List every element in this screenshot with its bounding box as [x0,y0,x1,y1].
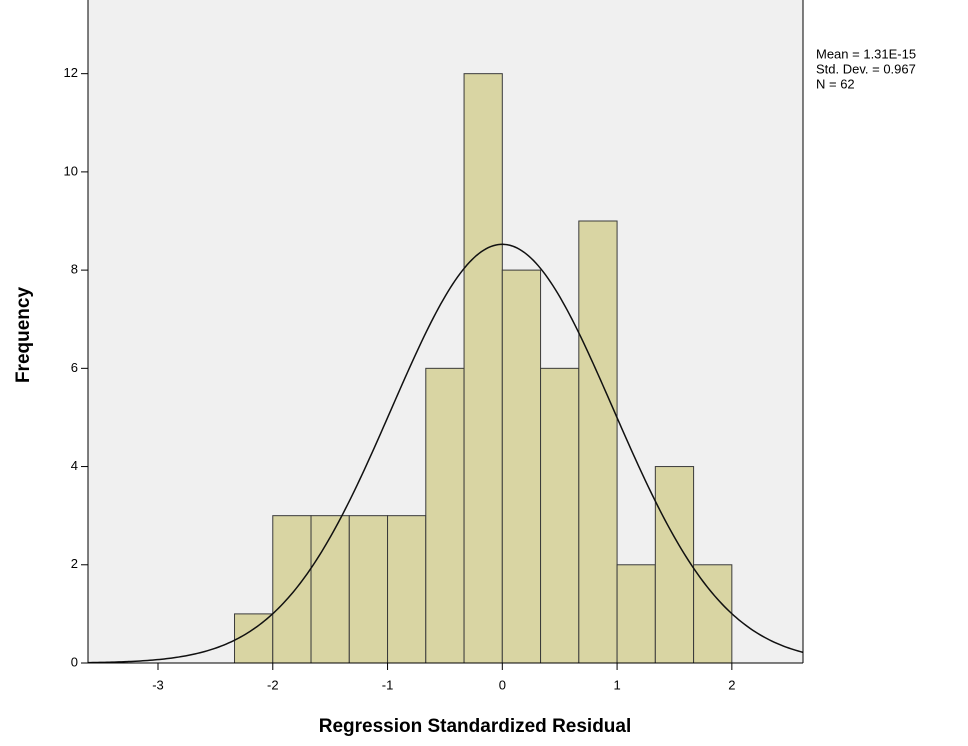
bar [235,614,273,663]
stats-mean: Mean = 1.31E-15 [816,46,916,61]
bar [655,467,693,663]
x-tick-label: -1 [382,677,394,692]
bar [502,270,540,663]
bar [464,74,502,663]
y-tick-label: 4 [71,458,78,473]
bar [349,516,387,663]
x-tick-label: 1 [613,677,620,692]
bar [388,516,426,663]
x-tick-label: 2 [728,677,735,692]
stats-sd: Std. Dev. = 0.967 [816,61,916,76]
x-tick-label: -3 [152,677,164,692]
x-tick-label: 0 [499,677,506,692]
bar [426,368,464,663]
chart: Regression Standardized Residual Frequen… [0,0,968,746]
y-tick-label: 2 [71,556,78,571]
x-axis-title: Regression Standardized Residual [319,716,632,737]
y-axis-title: Frequency [13,287,34,384]
y-tick-label: 0 [71,654,78,669]
x-tick-label: -2 [267,677,279,692]
stats-n: N = 62 [816,76,855,91]
y-tick-label: 10 [64,163,78,178]
bar [541,368,579,663]
y-tick-label: 6 [71,360,78,375]
bar [579,221,617,663]
bar [694,565,732,663]
bar [617,565,655,663]
y-tick-label: 12 [64,65,78,80]
bar [273,516,311,663]
y-tick-label: 8 [71,262,78,277]
